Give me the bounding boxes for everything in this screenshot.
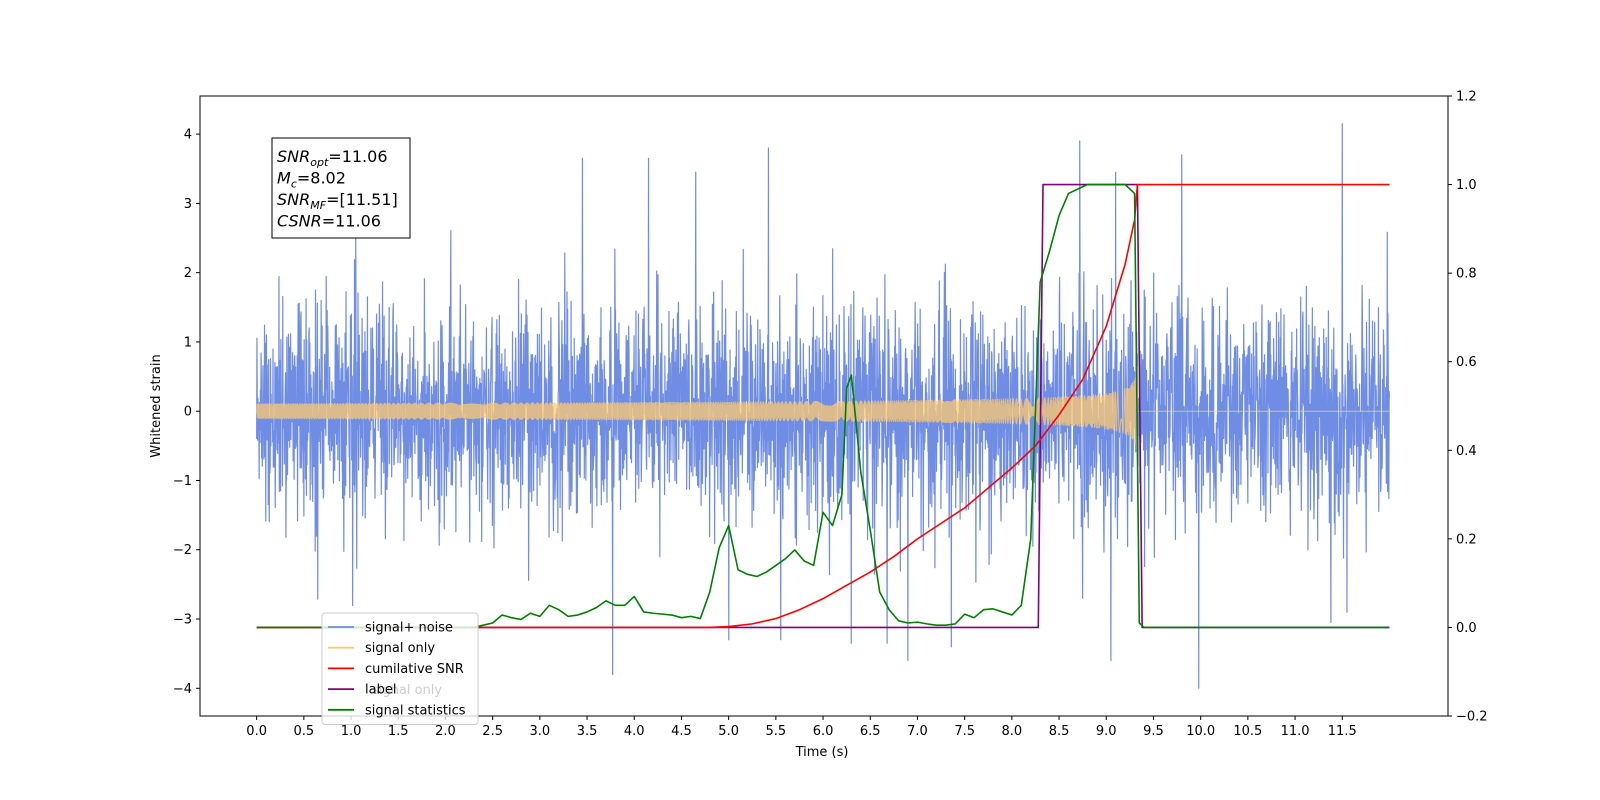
x-tick-label: 5.5 bbox=[766, 724, 787, 739]
y-tick-label: −4 bbox=[173, 682, 192, 697]
y2-tick-label: 0.0 bbox=[1456, 621, 1477, 636]
x-axis-ticks: 0.0 0.5 1.0 1.5 2.0 2.5 3.0 3.5 4.0 4.5 5.0 5.5 6.0 6… bbox=[246, 716, 1357, 739]
x-tick-label: 10.5 bbox=[1233, 724, 1262, 739]
legend-entry: signal only bbox=[365, 641, 435, 656]
x-tick-label: 6.0 bbox=[813, 724, 834, 739]
x-axis-label: Time (s) bbox=[795, 745, 849, 760]
x-tick-label: 9.0 bbox=[1096, 724, 1117, 739]
x-tick-label: 8.5 bbox=[1049, 724, 1070, 739]
y-tick-label: 3 bbox=[184, 197, 192, 212]
x-tick-label: 0.5 bbox=[293, 724, 314, 739]
x-tick-label: 2.0 bbox=[435, 724, 456, 739]
y2-tick-label: 0.4 bbox=[1456, 444, 1477, 459]
annotation-frame bbox=[271, 137, 411, 239]
y-tick-label: 0 bbox=[184, 405, 192, 420]
y2-tick-label: 1.2 bbox=[1456, 90, 1477, 105]
y-tick-label: −1 bbox=[173, 474, 192, 489]
x-tick-label: 10.0 bbox=[1186, 724, 1215, 739]
y2-tick-label: 0.8 bbox=[1456, 267, 1477, 282]
x-tick-label: 11.0 bbox=[1281, 724, 1310, 739]
annotation-line: CSNR=11.06 bbox=[277, 212, 381, 231]
x-tick-label: 5.0 bbox=[718, 724, 739, 739]
series-signal-only bbox=[256, 366, 1390, 449]
y2-tick-label: 0.6 bbox=[1456, 355, 1477, 370]
series-layer bbox=[256, 123, 1391, 689]
y2-axis-ticks: −0.2 0.0 0.2 0.4 0.6 0.8 1.0 1.2 bbox=[1448, 90, 1488, 725]
x-tick-label: 6.5 bbox=[860, 724, 881, 739]
series-cumulative-snr bbox=[256, 183, 1390, 629]
series-signal-statistics bbox=[256, 183, 1390, 629]
y-tick-label: −2 bbox=[173, 543, 192, 558]
x-tick-label: 7.5 bbox=[954, 724, 975, 739]
legend-entry: signal+ noise bbox=[365, 621, 453, 636]
annotation-line: SNRMF=[11.51] bbox=[277, 190, 398, 212]
y-tick-label: 4 bbox=[184, 128, 192, 143]
y2-tick-label: 0.2 bbox=[1456, 532, 1477, 547]
x-tick-label: 3.5 bbox=[577, 724, 598, 739]
plot-frame bbox=[199, 95, 1449, 717]
x-tick-label: 8.0 bbox=[1002, 724, 1023, 739]
y-tick-label: 1 bbox=[184, 335, 192, 350]
annotation-line: Mc=8.02 bbox=[277, 169, 346, 191]
legend-frame bbox=[321, 612, 479, 725]
legend-entry: label bbox=[365, 683, 396, 698]
y-tick-label: −3 bbox=[173, 613, 192, 628]
x-tick-label: 1.5 bbox=[388, 724, 409, 739]
legend-entry: signal statistics bbox=[365, 703, 466, 718]
x-tick-label: 9.5 bbox=[1143, 724, 1164, 739]
annotation-line: SNRopt=11.06 bbox=[277, 147, 388, 169]
y-tick-label: 2 bbox=[184, 266, 192, 281]
y2-tick-label: −0.2 bbox=[1456, 710, 1488, 725]
series-signal-noise bbox=[256, 123, 1391, 689]
x-tick-label: 3.0 bbox=[530, 724, 551, 739]
legend-entry: cumilative SNR bbox=[365, 662, 464, 677]
x-tick-label: 1.0 bbox=[341, 724, 362, 739]
x-tick-label: 0.0 bbox=[246, 724, 267, 739]
x-tick-label: 4.0 bbox=[624, 724, 645, 739]
x-tick-label: 11.5 bbox=[1328, 724, 1357, 739]
x-tick-label: 7.0 bbox=[907, 724, 928, 739]
y-axis-label: Whitened strain bbox=[149, 354, 164, 457]
annotation-box: SNRopt=11.06Mc=8.02SNRMF=[11.51]CSNR=11.… bbox=[271, 137, 411, 239]
x-tick-label: 4.5 bbox=[671, 724, 692, 739]
y2-tick-label: 1.0 bbox=[1456, 178, 1477, 193]
x-tick-label: 2.5 bbox=[482, 724, 503, 739]
y-axis-ticks: −4 −3 −2 −1 0 1 2 3 4 bbox=[173, 128, 200, 697]
